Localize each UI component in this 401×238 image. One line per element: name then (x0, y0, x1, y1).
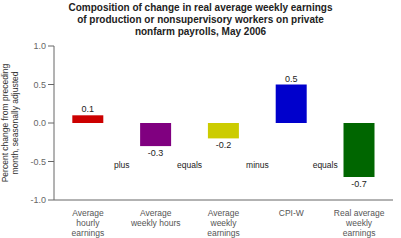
svg-text:plus: plus (114, 160, 130, 170)
svg-text:0.1: 0.1 (82, 104, 95, 114)
svg-text:Real averageweeklyearnings: Real averageweeklyearnings (334, 208, 385, 238)
svg-text:0.5: 0.5 (285, 74, 298, 84)
html-text:Composition of change in real: Composition of change in real average we… (68, 2, 333, 37)
svg-text:1.0: 1.0 (33, 41, 46, 51)
svg-text:equals: equals (177, 160, 202, 170)
svg-text:-0.7: -0.7 (351, 179, 367, 189)
svg-text:equals: equals (313, 160, 338, 170)
svg-text:-1.0: -1.0 (30, 195, 46, 205)
svg-text:minus: minus (246, 160, 269, 170)
svg-text:0.0: 0.0 (33, 118, 46, 128)
svg-text:0.5: 0.5 (33, 80, 46, 90)
svg-text:Averageweeklyearnings: Averageweeklyearnings (207, 208, 240, 238)
svg-text:-0.5: -0.5 (30, 157, 46, 167)
svg-text:-0.3: -0.3 (148, 148, 164, 158)
svg-text:Percent change from precedingm: Percent change from precedingmonth, seas… (8, 63, 20, 182)
svg-text:CPI-W: CPI-W (279, 208, 304, 218)
svg-text:Averageweekly hours: Averageweekly hours (130, 208, 181, 228)
svg-text:Averagehourlyearnings: Averagehourlyearnings (72, 208, 105, 238)
svg-text:-0.2: -0.2 (216, 140, 232, 150)
